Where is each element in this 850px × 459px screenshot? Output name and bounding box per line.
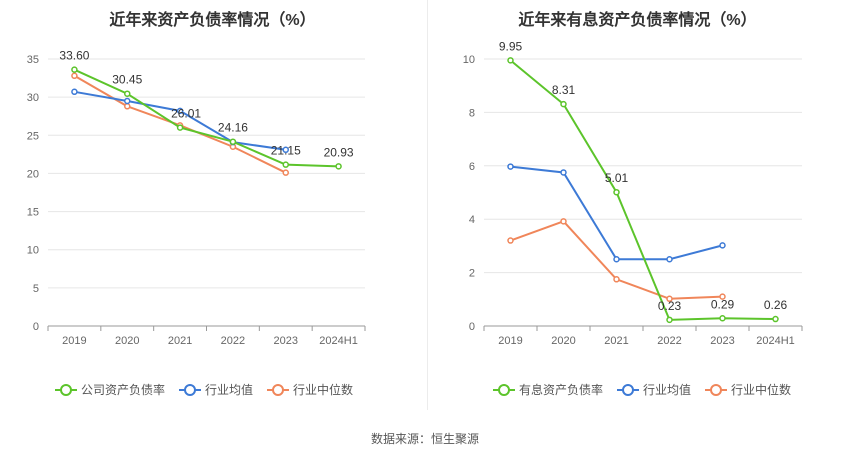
x-tick-label: 2024H1	[319, 335, 358, 347]
x-tick-label: 2021	[168, 335, 192, 347]
y-tick-label: 35	[27, 54, 39, 66]
series-line	[74, 68, 339, 168]
data-point[interactable]	[124, 103, 131, 110]
data-point[interactable]	[176, 107, 184, 115]
legend-label: 行业均值	[643, 383, 692, 397]
chart-title-left: 近年来资产负债率情况（%）	[109, 12, 316, 29]
data-label: 0.29	[711, 297, 735, 311]
series-line	[74, 90, 286, 151]
y-tick-label: 0	[469, 321, 475, 333]
y-tick-label: 30	[27, 92, 39, 104]
legend-left: 公司资产负债率 行业均值 行业中位数	[55, 381, 353, 398]
legend-label: 公司资产负债率	[81, 383, 166, 397]
data-point[interactable]	[282, 169, 289, 176]
x-tick-label: 2022	[657, 335, 681, 347]
data-point[interactable]	[507, 57, 514, 64]
chart-divider	[427, 0, 428, 410]
x-tick-label: 2020	[551, 335, 575, 347]
legend-label: 有息资产负债率	[519, 383, 604, 397]
legend-label: 行业均值	[205, 383, 254, 397]
data-label: 24.16	[218, 121, 248, 135]
data-point[interactable]	[282, 161, 289, 168]
legend-swatch-icon	[179, 383, 202, 396]
data-point[interactable]	[719, 242, 726, 249]
data-point[interactable]	[335, 163, 342, 170]
y-tick-label: 25	[27, 130, 39, 142]
y-tick-label: 5	[33, 283, 39, 295]
data-point[interactable]	[719, 293, 726, 300]
data-point[interactable]	[560, 218, 567, 225]
y-tick-label: 4	[469, 214, 475, 226]
data-label: 8.31	[552, 83, 576, 97]
legend-swatch-icon	[55, 383, 77, 396]
data-point[interactable]	[71, 88, 78, 96]
data-point[interactable]	[613, 256, 620, 263]
y-tick-label: 15	[27, 207, 39, 219]
x-tick-label: 2021	[604, 335, 628, 347]
data-point[interactable]	[666, 295, 673, 303]
data-label: 33.60	[59, 49, 89, 63]
data-point[interactable]	[772, 315, 779, 323]
data-point[interactable]	[124, 97, 131, 105]
x-tick-label: 2024H1	[756, 335, 795, 347]
chart-title-right: 近年来有息资产负债率情况（%）	[518, 12, 757, 29]
data-point[interactable]	[666, 316, 673, 324]
legend-item[interactable]: 公司资产负债率	[55, 381, 165, 398]
x-tick-label: 2023	[274, 335, 298, 347]
data-label: 30.45	[112, 73, 142, 87]
y-tick-label: 6	[469, 161, 475, 173]
source-note: 数据来源：恒生聚源	[370, 432, 479, 446]
chart-right: 0 2 4 6 8 10 2019 2020 2021 2022 2023 2024H1 9.95 8.3…	[463, 39, 803, 347]
data-point[interactable]	[507, 237, 514, 244]
data-label: 5.01	[605, 171, 629, 185]
data-label: 21.15	[271, 144, 301, 158]
data-point[interactable]	[71, 72, 78, 80]
legend-item[interactable]: 行业中位数	[267, 381, 353, 398]
data-label: 26.01	[171, 107, 201, 121]
data-point[interactable]	[507, 163, 514, 170]
chart-left: 0 5 10 15 20 25 30 35 2019 2020 2021 2022 2023 2024H1…	[27, 49, 366, 347]
legend-item[interactable]: 行业均值	[617, 381, 691, 398]
legend-item[interactable]: 行业均值	[179, 381, 253, 398]
x-tick-label: 2019	[62, 335, 86, 347]
y-tick-label: 10	[27, 245, 39, 257]
legend-swatch-icon	[705, 383, 728, 396]
data-label: 0.26	[764, 298, 788, 312]
data-point[interactable]	[560, 100, 567, 108]
data-point[interactable]	[229, 138, 237, 145]
legend-label: 行业中位数	[731, 383, 792, 397]
legend-item[interactable]: 有息资产负债率	[493, 381, 603, 398]
y-tick-label: 0	[33, 321, 39, 333]
data-label: 9.95	[499, 39, 523, 53]
legend-swatch-icon	[493, 383, 515, 396]
data-point[interactable]	[613, 276, 620, 283]
data-point[interactable]	[124, 90, 131, 97]
legend-swatch-icon	[267, 383, 290, 396]
y-tick-label: 20	[27, 168, 39, 180]
y-tick-label: 10	[463, 54, 475, 66]
legend-right: 有息资产负债率 行业均值 行业中位数	[493, 381, 791, 398]
x-tick-label: 2022	[221, 335, 245, 347]
legend-swatch-icon	[617, 383, 640, 396]
data-point[interactable]	[613, 188, 620, 196]
series-line	[509, 59, 776, 321]
data-point[interactable]	[282, 146, 289, 154]
data-point[interactable]	[176, 124, 184, 131]
x-tick-label: 2019	[498, 335, 522, 347]
x-tick-label: 2020	[115, 335, 139, 347]
data-point[interactable]	[719, 315, 726, 322]
data-label: 20.93	[324, 145, 354, 159]
x-tick-label: 2023	[710, 335, 734, 347]
data-point[interactable]	[71, 66, 78, 73]
y-tick-label: 8	[469, 107, 475, 119]
data-point[interactable]	[666, 256, 673, 263]
legend-item[interactable]: 行业中位数	[705, 381, 791, 398]
y-tick-label: 2	[469, 268, 475, 280]
legend-label: 行业中位数	[293, 383, 354, 397]
data-label: 0.23	[658, 299, 682, 313]
data-point[interactable]	[560, 169, 567, 176]
